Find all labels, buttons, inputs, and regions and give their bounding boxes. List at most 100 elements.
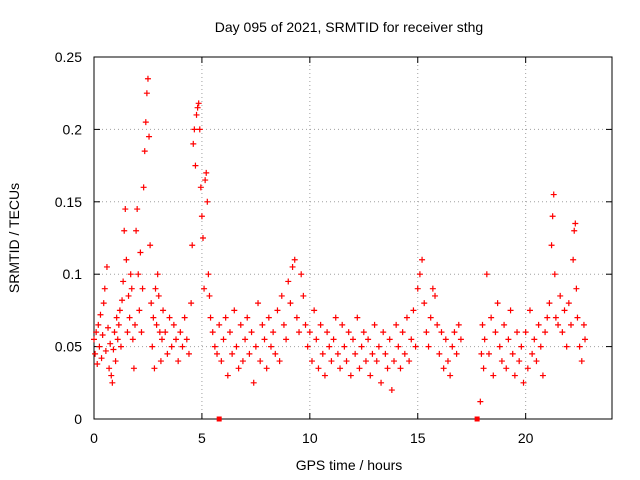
data-point [393, 321, 400, 328]
data-point [170, 321, 177, 328]
x-axis-label: GPS time / hours [296, 457, 403, 473]
data-point [233, 343, 240, 350]
data-point [100, 300, 107, 307]
data-point [518, 343, 525, 350]
data-point [130, 365, 137, 372]
data-point [108, 372, 115, 379]
data-point [477, 398, 484, 405]
data-point [162, 329, 169, 336]
data-point [514, 329, 521, 336]
data-point [188, 300, 195, 307]
data-point [270, 329, 277, 336]
data-point [143, 90, 150, 97]
data-point [285, 278, 292, 285]
data-point [306, 329, 313, 336]
data-point [580, 321, 587, 328]
data-point [263, 365, 270, 372]
data-point [113, 314, 120, 321]
data-point [102, 347, 109, 354]
data-point [189, 242, 196, 249]
data-point [296, 329, 303, 336]
data-point [107, 340, 114, 347]
data-point [567, 321, 574, 328]
data-point [572, 220, 579, 227]
data-point [444, 358, 451, 365]
data-point [235, 365, 242, 372]
data-point [205, 271, 212, 278]
data-point [283, 336, 290, 343]
data-point [202, 177, 209, 184]
data-point [531, 336, 538, 343]
data-point [321, 372, 328, 379]
data-point [397, 365, 404, 372]
data-point [224, 372, 231, 379]
data-point [166, 314, 173, 321]
data-point [478, 350, 485, 357]
data-point [121, 227, 128, 234]
data-point [451, 329, 458, 336]
data-point [141, 148, 148, 155]
data-point [330, 336, 337, 343]
data-points [91, 75, 589, 422]
data-point [406, 358, 413, 365]
data-point [438, 329, 445, 336]
data-point [206, 292, 213, 299]
data-point [160, 307, 167, 314]
data-point [423, 329, 430, 336]
y-tick-label: 0.1 [63, 266, 83, 282]
data-point [99, 332, 106, 339]
data-point [559, 329, 566, 336]
data-point [177, 329, 184, 336]
data-point [582, 336, 589, 343]
data-point [529, 350, 536, 357]
data-point [242, 336, 249, 343]
data-point [319, 350, 326, 357]
data-point [552, 314, 559, 321]
data-point [339, 321, 346, 328]
zero-marker [474, 416, 480, 422]
data-point [526, 307, 533, 314]
data-point [522, 329, 529, 336]
data-point [209, 329, 216, 336]
data-point [226, 329, 233, 336]
data-point [561, 307, 568, 314]
data-point [421, 300, 428, 307]
data-point [367, 372, 374, 379]
data-point [360, 329, 367, 336]
data-point [136, 307, 143, 314]
data-point [480, 365, 487, 372]
data-point [135, 271, 142, 278]
data-point [356, 365, 363, 372]
data-point [455, 321, 462, 328]
data-point [214, 350, 221, 357]
data-point [354, 314, 361, 321]
data-point [183, 336, 190, 343]
data-point [520, 379, 527, 386]
data-point [576, 343, 583, 350]
data-point [557, 292, 564, 299]
data-point [149, 343, 156, 350]
data-point [91, 336, 97, 343]
data-point [388, 387, 395, 394]
data-point [201, 285, 208, 292]
data-point [293, 314, 300, 321]
data-point [317, 321, 324, 328]
data-point [416, 271, 423, 278]
plot-frame [93, 56, 613, 420]
zero-marker [216, 416, 222, 422]
data-point [350, 336, 356, 343]
data-point [453, 350, 460, 357]
data-point [267, 343, 274, 350]
data-point [488, 314, 495, 321]
data-point [341, 343, 348, 350]
data-point [218, 358, 225, 365]
data-point [408, 336, 415, 343]
data-point [509, 350, 516, 357]
data-point [308, 358, 315, 365]
data-point [150, 314, 157, 321]
data-point [222, 314, 229, 321]
data-point [425, 343, 432, 350]
data-point [194, 104, 201, 111]
data-point [133, 227, 140, 234]
